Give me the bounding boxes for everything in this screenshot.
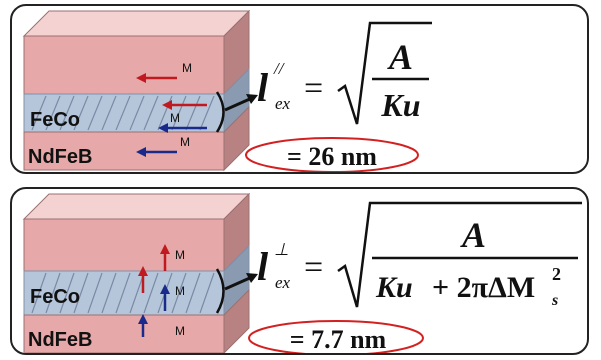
- formula-denominator-sup: 2: [552, 264, 561, 284]
- panel-perpendicular: M M M FeCo NdFeB l ⊥ ex = A: [10, 187, 589, 355]
- feco-label: FeCo: [30, 109, 80, 131]
- m-label: M: [170, 111, 180, 125]
- pointer-arrow: [224, 273, 258, 291]
- formula-perpendicular: l ⊥ ex = A Ku + 2πΔM 2 s: [257, 201, 582, 309]
- sqrt-sign: [337, 201, 582, 308]
- formula-numerator: A: [460, 215, 486, 255]
- result-value: = 7.7 nm: [290, 325, 387, 354]
- arrow-ndfeb-m: M: [138, 314, 185, 338]
- result-ellipse: [248, 320, 424, 353]
- result-value: = 26 nm: [287, 142, 377, 171]
- equals-sign: =: [304, 249, 323, 286]
- feco-hatch: [31, 272, 215, 314]
- sqrt-sign: [337, 21, 432, 125]
- formula-denominator-sub: s: [551, 292, 558, 309]
- formula-superscript: //: [273, 59, 286, 78]
- formula-superscript: ⊥: [274, 240, 289, 259]
- formula-numerator: A: [387, 37, 413, 77]
- bracket: [215, 91, 225, 133]
- formula-denominator: Ku: [380, 87, 420, 123]
- formula-subscript: ex: [275, 94, 291, 113]
- arrow-ndfeb-m: M: [136, 135, 190, 157]
- formula-denominator-term: + 2πΔM: [432, 271, 535, 304]
- result-ellipse: [245, 137, 419, 172]
- m-label: M: [180, 135, 190, 149]
- arrow-feco-upper-m: [138, 266, 148, 293]
- formula-subscript: ex: [275, 273, 291, 292]
- ndfeb-label: NdFeB: [28, 146, 92, 168]
- diagram-perpendicular: M M M FeCo NdFeB l ⊥ ex = A: [22, 192, 582, 354]
- ndfeb-label: NdFeB: [28, 329, 92, 351]
- pointer-arrow: [224, 94, 258, 112]
- m-label: M: [175, 248, 185, 262]
- layer-top-front: [23, 218, 225, 272]
- block-top-face: [22, 193, 251, 220]
- arrow-feco-upper-m: [162, 100, 207, 110]
- arrow-top-m: M: [136, 61, 192, 83]
- arrow-feco-lower-m: M: [160, 284, 185, 311]
- block-top-face: [22, 10, 251, 37]
- formula-symbol: l: [257, 65, 269, 110]
- m-label: M: [175, 324, 185, 338]
- layer-feco-front: [23, 93, 225, 133]
- layer-ndfeb-side: [223, 288, 250, 353]
- m-label: M: [182, 61, 192, 75]
- m-label: M: [175, 284, 185, 298]
- arrow-feco-lower-m: M: [158, 111, 207, 133]
- equals-sign: =: [304, 70, 323, 107]
- formula-denominator-ku: Ku: [375, 271, 413, 304]
- layer-ndfeb-front: [23, 131, 225, 171]
- feco-hatch: [31, 95, 215, 131]
- formula-parallel: l // ex = A Ku: [257, 21, 432, 125]
- diagram-parallel: M M M FeCo NdFeB l // ex =: [22, 9, 432, 172]
- bracket: [215, 268, 225, 314]
- feco-label: FeCo: [30, 286, 80, 308]
- arrow-top-m: M: [160, 244, 185, 271]
- formula-symbol: l: [257, 244, 269, 289]
- panel-parallel: M M M FeCo NdFeB l // ex =: [10, 4, 589, 174]
- layer-ndfeb-side: [223, 105, 250, 172]
- layer-top-front: [23, 35, 225, 95]
